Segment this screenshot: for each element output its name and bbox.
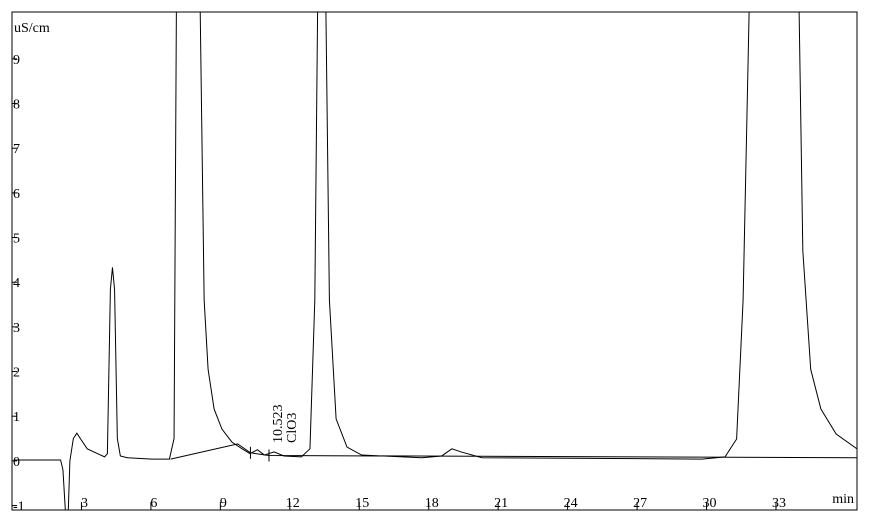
x-tick-label: 30 [703, 496, 717, 511]
x-tick-label: 21 [494, 496, 508, 511]
x-tick-label: 15 [355, 496, 369, 511]
x-tick-label: 33 [772, 496, 786, 511]
y-tick-label: 6 [13, 187, 20, 202]
y-tick-label: 3 [13, 321, 20, 336]
y-tick-label: 0 [13, 455, 20, 470]
trace [170, 443, 857, 460]
x-tick-label: 3 [81, 496, 88, 511]
x-axis-label: min [832, 492, 854, 507]
x-tick-label: 24 [564, 496, 578, 511]
y-tick-label: 2 [13, 366, 20, 381]
y-tick-label: -1 [13, 500, 25, 515]
x-tick-label: 27 [633, 496, 647, 511]
y-tick-label: 1 [13, 410, 20, 425]
peak-annotation: 10.523 [271, 405, 286, 444]
x-tick-label: 18 [425, 496, 439, 511]
y-tick-label: 9 [13, 53, 20, 68]
plot-area [14, 12, 857, 510]
y-tick-label: 5 [13, 232, 20, 247]
x-tick-label: 9 [220, 496, 227, 511]
y-tick-label: 7 [13, 142, 20, 157]
x-tick-label: 12 [286, 496, 300, 511]
x-tick-label: 6 [150, 496, 157, 511]
y-tick-label: 8 [13, 98, 20, 113]
plot-frame [11, 11, 858, 511]
y-tick-label: 4 [13, 276, 20, 291]
trace [14, 12, 857, 510]
peak-annotation: ClO3 [285, 413, 300, 443]
y-axis-label: uS/cm [14, 21, 50, 36]
